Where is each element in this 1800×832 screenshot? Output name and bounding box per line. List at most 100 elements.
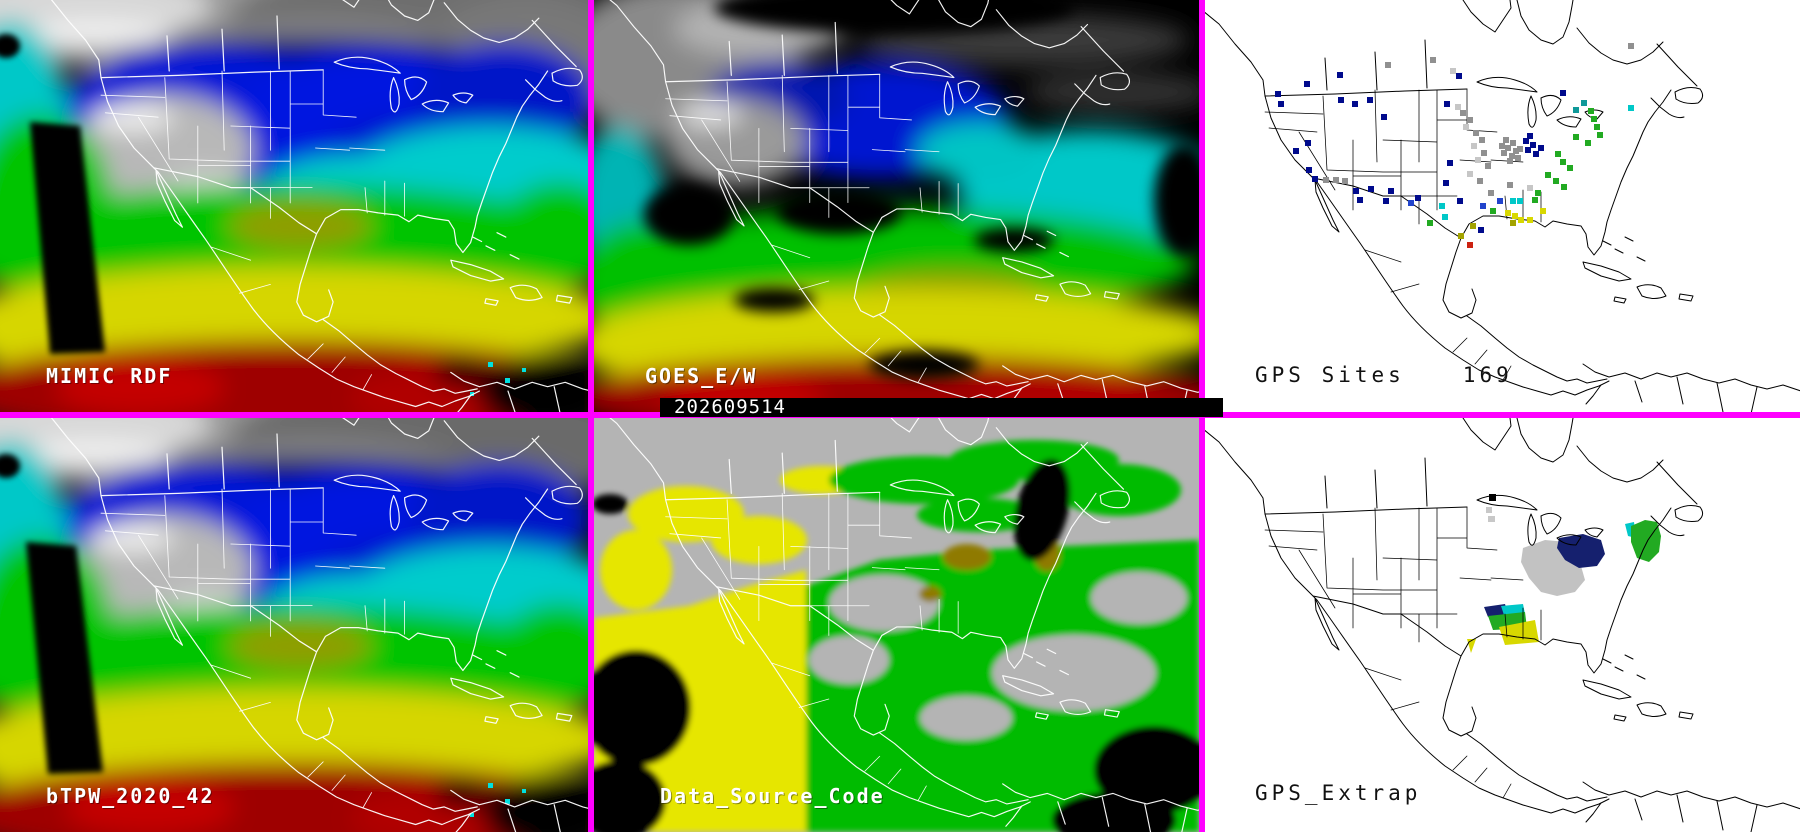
gps-site-dot <box>1367 97 1373 103</box>
gps-site-dot <box>1591 116 1597 122</box>
panel-mimic-rdf: MIMIC RDF <box>0 0 588 412</box>
panel-gps-sites: GPS Sites 169 <box>1205 0 1800 412</box>
gps-site-dot <box>1385 62 1391 68</box>
gps-site-dot <box>1512 213 1518 219</box>
panel-label-mimic: MIMIC RDF <box>46 364 173 388</box>
gps-site-dot <box>1444 101 1450 107</box>
gps-site-dot <box>1408 200 1414 206</box>
gps-site-dot <box>1381 114 1387 120</box>
panel-label-btpw: bTPW_2020_42 <box>46 784 215 808</box>
gps-site-dot <box>1275 91 1281 97</box>
gps-site-dot <box>1560 159 1566 165</box>
gps-site-dot <box>1467 117 1473 123</box>
gps-site-dot <box>1357 197 1363 203</box>
gps-site-dot <box>1471 143 1477 149</box>
gps-site-dot <box>1338 97 1344 103</box>
gps-sites-dots <box>1275 43 1634 248</box>
gps-site-dot <box>1533 151 1539 157</box>
gps-site-dot <box>1447 160 1453 166</box>
gps-site-dot <box>1352 101 1358 107</box>
gps-site-dot <box>1353 188 1359 194</box>
gps-site-dot <box>1481 150 1487 156</box>
gps-site-dot <box>1305 140 1311 146</box>
gps-site-dot <box>1560 90 1566 96</box>
gps-site-dot <box>1581 100 1587 106</box>
gps-site-dot <box>1588 108 1594 114</box>
gps-site-dot <box>1388 188 1394 194</box>
gps-site-dot <box>1477 178 1483 184</box>
gps-site-dot <box>1527 217 1533 223</box>
gps-site-dot <box>1517 198 1523 204</box>
gps-site-dot <box>1505 210 1511 216</box>
panel-gps-extrap: GPS_Extrap <box>1205 418 1800 832</box>
gps-site-dot <box>1523 138 1529 144</box>
gps-site-dot <box>1567 165 1573 171</box>
gps-site-dot <box>1467 171 1473 177</box>
goes-ew-image <box>594 0 1199 412</box>
data-source-image <box>594 418 1199 832</box>
gps-site-dot <box>1467 242 1473 248</box>
gps-site-dot <box>1545 172 1551 178</box>
gps-site-dot <box>1383 198 1389 204</box>
gps-site-dot <box>1510 140 1516 146</box>
extrap-region-gray-dot2 <box>1488 516 1495 522</box>
gps-site-dot <box>1337 72 1343 78</box>
gps-site-dot <box>1312 176 1318 182</box>
extrap-region-newengland-green <box>1631 520 1661 562</box>
panel-data-source-code: Data_Source_Code <box>594 418 1199 832</box>
gps-site-dot <box>1499 143 1505 149</box>
gps-extrap-map <box>1205 418 1800 832</box>
gps-site-dot <box>1342 178 1348 184</box>
panel-label-goes: GOES_E/W <box>645 364 758 388</box>
gps-site-dot <box>1540 208 1546 214</box>
gps-site-dot <box>1488 190 1494 196</box>
gps-site-dot <box>1597 132 1603 138</box>
gps-site-dot <box>1527 185 1533 191</box>
extrap-region-gulf-cyan <box>1501 604 1525 615</box>
gps-site-dot <box>1518 217 1524 223</box>
gps-site-dot <box>1513 148 1519 154</box>
gps-site-dot <box>1415 195 1421 201</box>
gps-site-dot <box>1333 177 1339 183</box>
gps-site-dot <box>1553 178 1559 184</box>
gps-site-dot <box>1430 57 1436 63</box>
gps-site-dot <box>1628 105 1634 111</box>
panel-label-gps-extrap: GPS_Extrap <box>1255 781 1422 805</box>
panel-label-gps-sites: GPS Sites 169 <box>1255 363 1513 387</box>
gps-site-dot <box>1538 145 1544 151</box>
gps-site-dot <box>1507 158 1513 164</box>
gps-site-dot <box>1455 104 1461 110</box>
gps-site-dot <box>1460 110 1466 116</box>
gps-site-dot <box>1585 140 1591 146</box>
gps-sites-title: GPS Sites <box>1255 363 1405 387</box>
gps-site-dot <box>1470 223 1476 229</box>
gps-site-dot <box>1293 148 1299 154</box>
gps-site-dot <box>1368 186 1374 192</box>
gps-site-dot <box>1478 227 1484 233</box>
gps-site-dot <box>1442 214 1448 220</box>
gps-site-dot <box>1510 220 1516 226</box>
gps-site-dot <box>1278 101 1284 107</box>
gps-site-dot <box>1525 147 1531 153</box>
gps-sites-map <box>1205 0 1800 412</box>
gps-site-dot <box>1463 124 1469 130</box>
gps-site-dot <box>1510 198 1516 204</box>
timestamp-text: 202609514 <box>674 396 786 418</box>
timestamp-bar: 202609514 <box>660 398 1223 417</box>
panel-goes-ew: GOES_E/W <box>594 0 1199 412</box>
gps-site-dot <box>1306 167 1312 173</box>
gps-extrap-regions <box>1467 494 1661 653</box>
gps-site-dot <box>1555 151 1561 157</box>
gps-sites-count: 169 <box>1462 363 1513 387</box>
gps-site-dot <box>1485 163 1491 169</box>
gps-site-dot <box>1473 130 1479 136</box>
gps-site-dot <box>1450 68 1456 74</box>
gps-site-dot <box>1535 190 1541 196</box>
gps-site-dot <box>1427 220 1433 226</box>
gps-site-dot <box>1530 142 1536 148</box>
panel-label-data-source: Data_Source_Code <box>660 784 885 808</box>
panel-btpw: bTPW_2020_42 <box>0 418 588 832</box>
gps-site-dot <box>1527 133 1533 139</box>
gps-site-dot <box>1628 43 1634 49</box>
gps-site-dot <box>1509 153 1515 159</box>
